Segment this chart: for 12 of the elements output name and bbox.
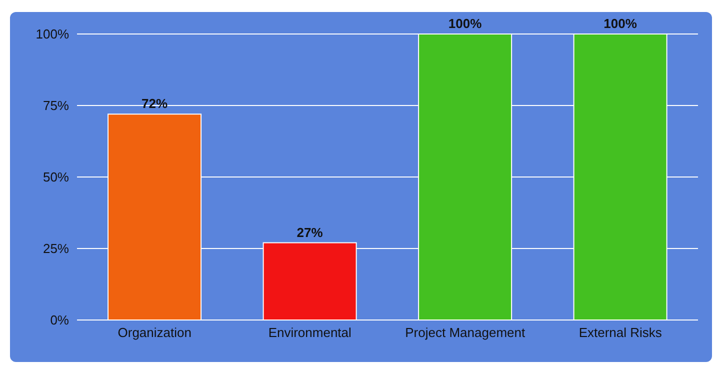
x-tick-label: Project Management — [405, 325, 526, 340]
y-tick-label: 75% — [42, 98, 70, 114]
y-tick-label: 100% — [36, 26, 70, 42]
y-tick-label: 0% — [50, 312, 70, 328]
x-tick-label: Organization — [118, 325, 192, 340]
data-label: 27% — [296, 224, 324, 240]
y-tick-label: 25% — [42, 241, 70, 256]
x-tick-label: Environmental — [268, 325, 352, 340]
data-label: 100% — [604, 16, 638, 31]
data-label: 100% — [448, 16, 482, 31]
y-tick-label: 50% — [42, 170, 70, 185]
x-tick-label: External Risks — [578, 325, 662, 340]
